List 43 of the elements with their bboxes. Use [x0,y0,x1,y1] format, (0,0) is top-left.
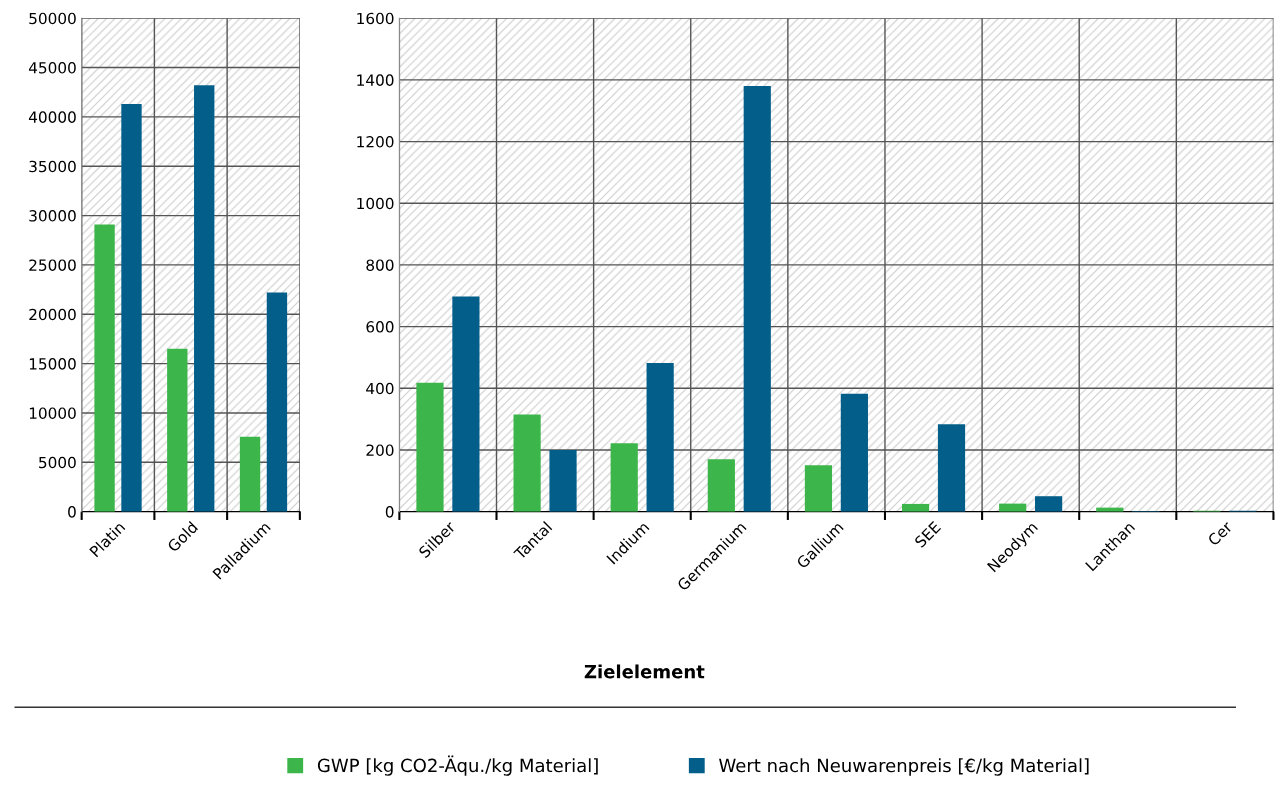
y-tick-label: 1400 [357,74,394,86]
y-tick-label: 200 [366,444,394,456]
bar [610,443,638,512]
bar [901,503,930,512]
bar [513,414,541,512]
y-tick-label: 25000 [29,259,76,271]
y-tick-label: 800 [366,259,394,271]
bar [743,86,771,512]
bar [121,104,142,512]
bar [1035,496,1063,512]
bar [937,424,966,512]
legend-label: Wert nach Neuwarenpreis [€/kg Material] [719,758,1089,776]
y-tick-label: 35000 [29,160,76,173]
y-tick-label: 600 [366,321,394,333]
y-tick-label: 1200 [357,136,394,148]
y-tick-label: 5000 [39,456,76,469]
x-axis-title: Zielelement [584,664,705,679]
bar [167,348,188,512]
bar [452,296,480,512]
bar [266,292,288,512]
x-tick-label: Cer [1207,520,1234,547]
y-tick-label: 400 [366,382,394,395]
y-tick-label: 10000 [29,407,76,419]
bar [239,436,261,512]
bar [194,85,215,512]
y-tick-label: 1600 [357,12,394,25]
bar [549,449,577,512]
y-tick-label: 30000 [29,210,76,222]
bar [804,465,833,512]
bar [707,459,735,512]
y-tick-label: 1000 [357,197,394,210]
bar [646,362,674,512]
y-tick-label: 50000 [29,12,76,25]
y-tick-label: 15000 [29,358,76,370]
bar [840,393,868,512]
bar [416,382,444,512]
y-tick-label: 0 [68,506,76,518]
y-tick-label: 45000 [28,62,76,74]
y-tick-label: 0 [385,506,394,518]
legend-label: GWP [kg CO2-Äqu./kg Material] [317,755,598,776]
y-tick-label: 20000 [29,308,76,321]
y-tick-label: 40000 [28,111,76,123]
bar [94,224,115,512]
